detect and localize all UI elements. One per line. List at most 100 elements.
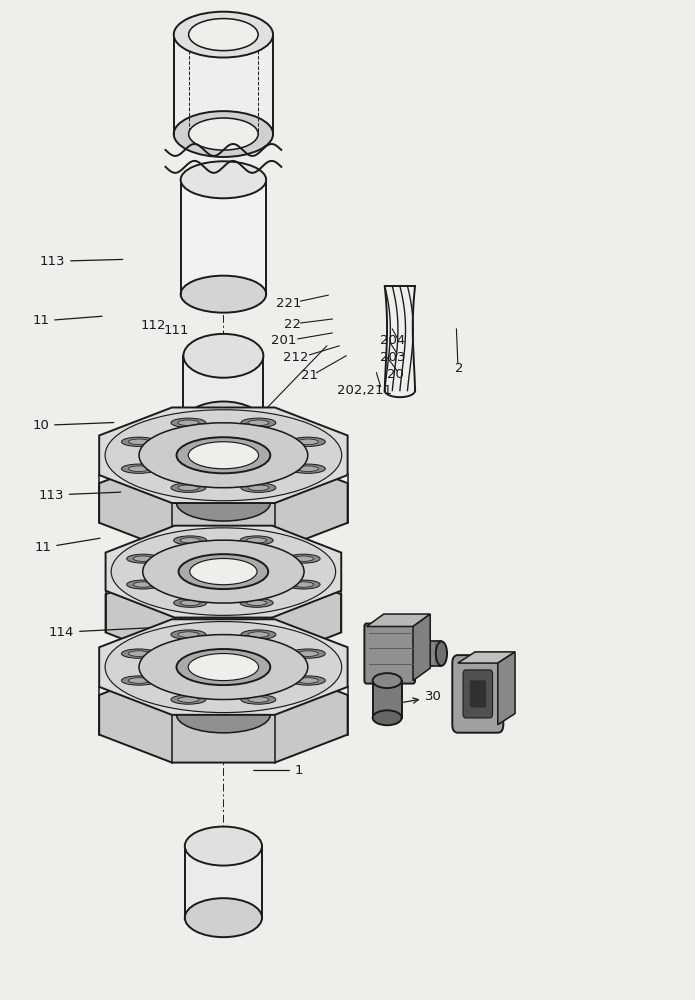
Text: 22: 22 xyxy=(284,318,301,331)
Ellipse shape xyxy=(293,556,313,561)
Ellipse shape xyxy=(171,483,206,492)
Ellipse shape xyxy=(297,466,318,471)
Ellipse shape xyxy=(188,442,259,469)
Ellipse shape xyxy=(180,538,200,543)
Bar xyxy=(183,356,263,423)
Ellipse shape xyxy=(139,423,308,488)
Ellipse shape xyxy=(293,582,313,587)
Ellipse shape xyxy=(240,536,273,545)
Ellipse shape xyxy=(129,678,149,683)
Ellipse shape xyxy=(241,630,276,639)
Text: 204: 204 xyxy=(379,334,405,347)
Ellipse shape xyxy=(188,19,258,51)
Ellipse shape xyxy=(171,695,206,704)
Text: 21: 21 xyxy=(301,369,318,382)
Ellipse shape xyxy=(241,483,276,492)
Polygon shape xyxy=(366,614,430,626)
Text: 111: 111 xyxy=(164,324,189,337)
Ellipse shape xyxy=(297,651,318,656)
Ellipse shape xyxy=(188,654,259,681)
Ellipse shape xyxy=(373,710,402,725)
Ellipse shape xyxy=(183,402,263,445)
Ellipse shape xyxy=(247,600,267,606)
Polygon shape xyxy=(413,614,430,681)
Ellipse shape xyxy=(111,528,336,615)
Ellipse shape xyxy=(177,697,270,733)
Ellipse shape xyxy=(180,600,200,606)
FancyBboxPatch shape xyxy=(452,655,503,733)
Ellipse shape xyxy=(248,485,269,491)
Bar xyxy=(174,35,273,134)
Bar xyxy=(185,846,262,918)
Ellipse shape xyxy=(139,635,308,700)
Ellipse shape xyxy=(436,641,447,666)
Ellipse shape xyxy=(171,630,206,639)
Text: 10: 10 xyxy=(32,419,114,432)
Ellipse shape xyxy=(129,651,149,656)
FancyBboxPatch shape xyxy=(364,624,415,684)
Bar xyxy=(181,180,266,294)
Ellipse shape xyxy=(178,485,199,491)
Ellipse shape xyxy=(248,632,269,637)
Ellipse shape xyxy=(171,418,206,427)
Ellipse shape xyxy=(174,598,207,607)
Ellipse shape xyxy=(181,161,266,198)
Ellipse shape xyxy=(174,536,207,545)
Text: 201: 201 xyxy=(271,334,297,347)
Ellipse shape xyxy=(126,580,160,589)
Text: 11: 11 xyxy=(32,314,102,327)
Ellipse shape xyxy=(126,554,160,563)
Ellipse shape xyxy=(373,673,402,688)
Ellipse shape xyxy=(177,437,270,473)
Polygon shape xyxy=(106,526,341,618)
Ellipse shape xyxy=(105,410,342,501)
Text: 202,211: 202,211 xyxy=(337,384,392,397)
Polygon shape xyxy=(99,407,348,503)
Ellipse shape xyxy=(122,437,156,446)
Text: 20: 20 xyxy=(387,368,404,381)
Ellipse shape xyxy=(248,697,269,702)
Ellipse shape xyxy=(190,558,257,585)
Polygon shape xyxy=(498,652,515,725)
Polygon shape xyxy=(99,667,348,763)
Text: 2: 2 xyxy=(455,362,464,375)
Bar xyxy=(413,641,441,666)
Text: 203: 203 xyxy=(379,351,405,364)
Text: 114: 114 xyxy=(49,626,157,639)
Text: 112: 112 xyxy=(140,585,166,598)
FancyBboxPatch shape xyxy=(469,680,486,708)
FancyBboxPatch shape xyxy=(463,670,493,718)
Ellipse shape xyxy=(122,676,156,685)
Ellipse shape xyxy=(177,649,270,685)
Ellipse shape xyxy=(129,466,149,471)
Ellipse shape xyxy=(174,111,273,157)
Text: 111: 111 xyxy=(171,580,196,593)
Text: 212: 212 xyxy=(283,351,309,364)
Text: 101: 101 xyxy=(116,469,142,482)
Ellipse shape xyxy=(178,420,199,426)
Ellipse shape xyxy=(188,118,258,150)
Ellipse shape xyxy=(174,12,273,58)
Ellipse shape xyxy=(241,418,276,427)
Ellipse shape xyxy=(177,485,270,521)
Ellipse shape xyxy=(291,649,325,658)
Ellipse shape xyxy=(247,538,267,543)
Ellipse shape xyxy=(241,695,276,704)
Ellipse shape xyxy=(185,827,262,866)
Ellipse shape xyxy=(178,632,199,637)
Ellipse shape xyxy=(133,582,153,587)
Ellipse shape xyxy=(122,464,156,473)
Polygon shape xyxy=(99,619,348,715)
Ellipse shape xyxy=(183,334,263,378)
Ellipse shape xyxy=(133,556,153,561)
Ellipse shape xyxy=(291,676,325,685)
Polygon shape xyxy=(99,455,348,551)
Ellipse shape xyxy=(287,580,320,589)
Ellipse shape xyxy=(179,554,268,589)
Text: 112: 112 xyxy=(140,319,166,332)
Ellipse shape xyxy=(248,420,269,426)
Text: 1: 1 xyxy=(254,764,304,777)
Text: 113: 113 xyxy=(40,255,123,268)
Ellipse shape xyxy=(291,437,325,446)
Ellipse shape xyxy=(240,598,273,607)
